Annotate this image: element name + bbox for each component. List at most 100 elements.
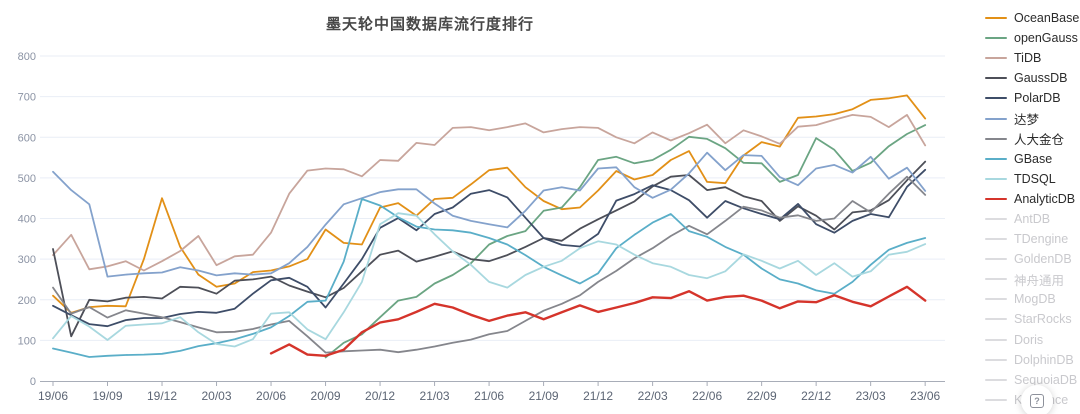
y-tick-label: 100 — [18, 335, 36, 347]
legend-label: OceanBase — [1014, 11, 1080, 26]
x-axis-labels: 19/06 19/09 19/12 20/03 20/06 20/09 20/12 21/03… — [38, 389, 941, 403]
x-tick-label: 20/09 — [311, 389, 341, 403]
question-mark-icon: ? — [1030, 394, 1044, 408]
legend-label: PolarDB — [1014, 91, 1061, 106]
legend-line-swatch — [985, 97, 1007, 100]
legend-line-swatch — [985, 278, 1007, 281]
x-tick-label: 19/09 — [92, 389, 122, 403]
legend-line-swatch — [985, 197, 1007, 200]
legend-line-swatch — [985, 238, 1007, 241]
y-tick-label: 300 — [18, 254, 36, 266]
legend-item-MogDB[interactable]: MogDB — [985, 289, 1080, 309]
legend-item-Doris[interactable]: Doris — [985, 330, 1080, 350]
legend-line-swatch — [985, 358, 1007, 361]
legend-label: AntDB — [1014, 211, 1051, 226]
legend-item-TiDB[interactable]: TiDB — [985, 48, 1080, 68]
legend-item-SequoiaDB[interactable]: SequoiaDB — [985, 370, 1080, 390]
legend-label: 神舟通用 — [1014, 273, 1065, 288]
series-line-PolarDB[interactable] — [52, 168, 927, 328]
x-tick-label: 21/06 — [474, 389, 504, 403]
x-axis — [40, 381, 945, 386]
legend-item-人大金仓[interactable]: 人大金仓 — [985, 129, 1080, 149]
legend-line-swatch — [985, 117, 1007, 120]
legend-line-swatch — [985, 398, 1007, 401]
series-line-GBase[interactable] — [52, 198, 927, 358]
chart-canvas[interactable]: 0 100 200 300 400 500 600 700 800 19/06 19/09 19/12… — [0, 0, 960, 414]
legend-item-神舟通用[interactable]: 神舟通用 — [985, 269, 1080, 289]
legend-line-swatch — [985, 298, 1007, 301]
y-tick-label: 700 — [18, 92, 36, 104]
legend-item-PolarDB[interactable]: PolarDB — [985, 88, 1080, 108]
x-tick-label: 23/06 — [910, 389, 940, 403]
x-tick-label: 21/09 — [529, 389, 559, 403]
y-axis-labels: 0 100 200 300 400 500 600 700 800 — [18, 51, 36, 388]
legend-line-swatch — [985, 338, 1007, 341]
x-tick-label: 19/06 — [38, 389, 68, 403]
series-line-人大金仓[interactable] — [52, 175, 927, 354]
x-tick-label: 20/06 — [256, 389, 286, 403]
legend-label: 达梦 — [1014, 113, 1040, 128]
gridlines — [40, 55, 945, 341]
x-tick-label: 22/09 — [747, 389, 777, 403]
legend-label: TiDB — [1014, 51, 1042, 66]
legend-label: GBase — [1014, 151, 1053, 166]
legend-label: DolphinDB — [1014, 352, 1074, 367]
x-tick-label: 20/03 — [202, 389, 232, 403]
series-line-openGauss[interactable] — [324, 124, 927, 359]
legend-label: TDengine — [1014, 232, 1069, 247]
y-tick-label: 600 — [18, 132, 36, 144]
series-line-AnalyticDB[interactable] — [269, 285, 927, 357]
legend-line-swatch — [985, 157, 1007, 160]
y-tick-label: 500 — [18, 173, 36, 185]
legend-line-swatch — [985, 258, 1007, 261]
legend-label: openGauss — [1014, 31, 1078, 46]
x-tick-label: 19/12 — [147, 389, 177, 403]
legend-label: SequoiaDB — [1014, 372, 1078, 387]
legend-line-swatch — [985, 318, 1007, 321]
y-tick-label: 0 — [30, 376, 36, 388]
legend-label: Doris — [1014, 332, 1044, 347]
legend-line-swatch — [985, 77, 1007, 80]
x-tick-label: 23/03 — [856, 389, 886, 403]
legend-label: StarRocks — [1014, 312, 1072, 327]
y-tick-label: 200 — [18, 295, 36, 307]
legend-item-OceanBase[interactable]: OceanBase — [985, 8, 1080, 28]
x-tick-label: 21/03 — [420, 389, 450, 403]
y-tick-label: 800 — [18, 51, 36, 63]
legend-label: GaussDB — [1014, 71, 1068, 86]
legend: OceanBase openGauss TiDB GaussDB PolarDB 达梦 人大… — [985, 8, 1080, 410]
legend-line-swatch — [985, 177, 1007, 180]
series-line-TDSQL[interactable] — [52, 212, 927, 348]
help-button[interactable]: ? — [1021, 385, 1053, 414]
legend-line-swatch — [985, 217, 1007, 220]
legend-line-swatch — [985, 378, 1007, 381]
legend-item-TDSQL[interactable]: TDSQL — [985, 169, 1080, 189]
legend-line-swatch — [985, 37, 1007, 40]
series-line-OceanBase[interactable] — [52, 94, 927, 314]
x-tick-label: 22/03 — [638, 389, 668, 403]
legend-label: TDSQL — [1014, 171, 1056, 186]
x-tick-label: 22/12 — [801, 389, 831, 403]
legend-item-DolphinDB[interactable]: DolphinDB — [985, 350, 1080, 370]
legend-item-GBase[interactable]: GBase — [985, 149, 1080, 169]
legend-label: GoldenDB — [1014, 252, 1072, 267]
legend-line-swatch — [985, 137, 1007, 140]
legend-item-AnalyticDB[interactable]: AnalyticDB — [985, 189, 1080, 209]
legend-item-TDengine[interactable]: TDengine — [985, 229, 1080, 249]
series-line-达梦[interactable] — [52, 151, 927, 278]
x-tick-label: 22/06 — [692, 389, 722, 403]
legend-line-swatch — [985, 17, 1007, 20]
x-tick-label: 21/12 — [583, 389, 613, 403]
legend-item-GoldenDB[interactable]: GoldenDB — [985, 249, 1080, 269]
legend-item-StarRocks[interactable]: StarRocks — [985, 309, 1080, 329]
chart-title: 墨天轮中国数据库流行度排行 — [325, 16, 534, 33]
legend-item-openGauss[interactable]: openGauss — [985, 28, 1080, 48]
legend-item-达梦[interactable]: 达梦 — [985, 108, 1080, 128]
legend-item-AntDB[interactable]: AntDB — [985, 209, 1080, 229]
series-line-GaussDB[interactable] — [52, 160, 927, 338]
legend-label: AnalyticDB — [1014, 191, 1076, 206]
legend-item-GaussDB[interactable]: GaussDB — [985, 68, 1080, 88]
x-tick-label: 20/12 — [365, 389, 395, 403]
series-line-TiDB[interactable] — [52, 114, 927, 272]
